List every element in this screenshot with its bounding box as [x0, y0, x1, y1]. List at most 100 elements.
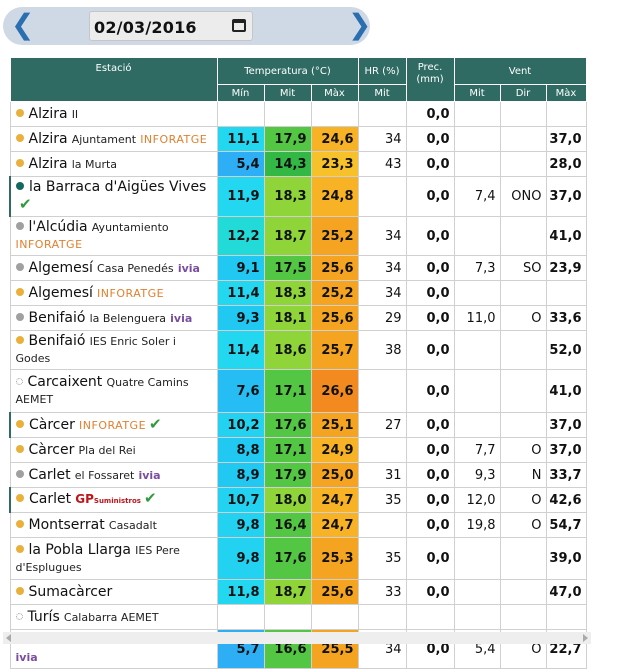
station-name[interactable]: Turís [27, 608, 60, 625]
station-name[interactable]: Sumacàrcer [28, 583, 113, 600]
station-name[interactable]: Alzira [28, 155, 68, 172]
scroll-left-icon[interactable] [6, 634, 11, 642]
wind-max-cell: 41,0 [545, 216, 587, 256]
chevron-right-icon[interactable]: ❯ [348, 8, 372, 41]
header-wind: Vent [453, 57, 587, 85]
table-row[interactable]: Carcaixent Quatre Camins AEMET 7,6 17,1 26… [9, 369, 587, 413]
table-row[interactable]: Sumacàrcer 11,8 18,7 25,6 33 0,0 47,0 [9, 579, 587, 605]
station-cell[interactable]: Montserrat Casadalt [9, 512, 218, 538]
station-name[interactable]: l'Alcúdia [28, 219, 88, 235]
station-location: el Fossaret [74, 468, 135, 482]
table-row[interactable]: Càrcer Pla del Rei 8,8 17,1 24,9 0,0 7,7 O 37,… [9, 437, 587, 463]
header-hr-mit[interactable]: Mit [357, 84, 407, 102]
temp-max-cell: 24,9 [310, 437, 359, 463]
station-cell[interactable]: Algemesí Casa Penedés ivia [9, 255, 218, 281]
station-name[interactable]: Alzira [28, 105, 68, 122]
station-cell[interactable]: Alzira la Murta [9, 151, 218, 177]
station-cell[interactable]: Benifaió IES Enric Soler i Godes [9, 330, 218, 370]
header-wind-max[interactable]: Màx [545, 84, 587, 102]
station-cell[interactable]: Benifaió la Belenguera ivia [9, 305, 218, 331]
wind-max-cell: 37,0 [545, 412, 587, 438]
station-cell[interactable]: Alzira II [9, 101, 218, 127]
header-temp-max[interactable]: Màx [310, 84, 359, 102]
table-row[interactable]: Montserrat Casadalt 9,8 16,4 24,7 0,0 19,8 O 5… [9, 512, 587, 538]
header-wind-mit[interactable]: Mit [453, 84, 501, 102]
wind-mit-cell [453, 280, 501, 306]
table-row[interactable]: la Barraca d'Aigües Vives ✔ 11,9 18,3 24,8 0… [9, 176, 587, 217]
chevron-left-icon[interactable]: ❮ [11, 8, 35, 41]
station-status-dot [15, 158, 24, 167]
station-cell[interactable]: Càrcer INFORATGE ✔ [9, 412, 218, 438]
table-row[interactable]: Benifaió la Belenguera ivia 9,3 18,1 25,6 29… [9, 305, 587, 331]
temp-max-cell: 24,7 [310, 512, 359, 538]
wind-max-cell: 47,0 [545, 579, 587, 605]
wind-dir-cell: O [499, 487, 547, 513]
table-row[interactable]: Alzira la Murta 5,4 14,3 23,3 43 0,0 28,0 [9, 151, 587, 177]
station-name[interactable]: Carlet [28, 466, 71, 483]
temp-mit-cell: 17,5 [263, 255, 312, 281]
temp-mit-cell [263, 604, 312, 630]
temp-min-cell: 10,2 [216, 412, 265, 438]
station-cell[interactable]: Carlet el Fossaret ivia [9, 462, 218, 488]
prec-cell: 0,0 [405, 369, 455, 413]
station-name[interactable]: Algemesí [28, 284, 93, 301]
temp-mit-cell: 17,6 [263, 412, 312, 438]
temp-max-cell [310, 604, 359, 630]
wind-mit-cell [453, 101, 501, 127]
hr-cell: 29 [357, 305, 407, 331]
header-temp-min[interactable]: Mín [216, 84, 265, 102]
station-cell[interactable]: la Barraca d'Aigües Vives ✔ [9, 176, 218, 217]
header-temp-mit[interactable]: Mit [263, 84, 312, 102]
station-name[interactable]: Càrcer [29, 417, 75, 433]
table-row[interactable]: Algemesí INFORATGE 11,4 18,3 25,2 34 0,0 [9, 280, 587, 306]
wind-max-cell [545, 101, 587, 127]
hr-cell: 27 [357, 412, 407, 438]
header-station[interactable]: Estació [9, 57, 218, 102]
station-cell[interactable]: l'Alcúdia Ayuntamiento INFORATGE [9, 216, 218, 256]
date-input[interactable]: 02/03/2016 [89, 11, 253, 41]
table-row[interactable]: Carlet GPSuministros ✔ 10,7 18,0 24,7 35 0,0 12… [9, 487, 587, 513]
scroll-right-icon[interactable] [583, 634, 588, 642]
station-cell[interactable]: Carcaixent Quatre Camins AEMET [9, 369, 218, 413]
station-cell[interactable]: Càrcer Pla del Rei [9, 437, 218, 463]
station-cell[interactable]: Carlet GPSuministros ✔ [9, 487, 218, 513]
station-name[interactable]: la Pobla Llarga [28, 541, 131, 558]
table-row[interactable]: Carlet el Fossaret ivia 8,9 17,9 25,0 31 0,0 9… [9, 462, 587, 488]
station-cell[interactable]: Algemesí INFORATGE [9, 280, 218, 306]
station-name[interactable]: Carlet [29, 491, 72, 507]
horizontal-scrollbar[interactable] [3, 632, 591, 644]
wind-mit-cell: 7,3 [453, 255, 501, 281]
table-row[interactable]: Càrcer INFORATGE ✔ 10,2 17,6 25,1 27 0,0 37,0 [9, 412, 587, 438]
table-row[interactable]: Alzira Ajuntament INFORATGE 11,1 17,9 24,6 3… [9, 126, 587, 152]
station-name[interactable]: Algemesí [28, 259, 93, 276]
station-name[interactable]: Alzira [28, 130, 68, 147]
table-row[interactable]: Benifaió IES Enric Soler i Godes 11,4 18,… [9, 330, 587, 370]
wind-max-cell: 33,7 [545, 462, 587, 488]
station-cell[interactable]: Turís Calabarra AEMET [9, 604, 218, 630]
header-wind-dir[interactable]: Dir [499, 84, 547, 102]
station-cell[interactable]: Sumacàrcer [9, 579, 218, 605]
station-name[interactable]: Benifaió [28, 309, 86, 326]
table-row[interactable]: l'Alcúdia Ayuntamiento INFORATGE 12,2 18,7… [9, 216, 587, 256]
wind-max-cell: 33,6 [545, 305, 587, 331]
station-name[interactable]: Montserrat [28, 516, 105, 533]
station-name[interactable]: la Barraca d'Aigües Vives [29, 179, 207, 195]
calendar-icon[interactable] [232, 19, 246, 32]
station-name[interactable]: Càrcer [28, 441, 75, 458]
station-name[interactable]: Carcaixent [27, 374, 103, 390]
table-row[interactable]: la Pobla Llarga IES Pere d'Esplugues 9,8… [9, 537, 587, 580]
date-navigator: ❮ 02/03/2016 ❯ [3, 7, 372, 45]
station-cell[interactable]: la Pobla Llarga IES Pere d'Esplugues [9, 537, 218, 580]
header-temperature: Temperatura (°C) [216, 57, 359, 85]
station-cell[interactable]: Alzira Ajuntament INFORATGE [9, 126, 218, 152]
station-location: II [71, 107, 79, 121]
table-row[interactable]: Algemesí Casa Penedés ivia 9,1 17,5 25,6 34 0… [9, 255, 587, 281]
prec-cell: 0,0 [405, 255, 455, 281]
wind-dir-cell [499, 101, 547, 127]
table-row[interactable]: Turís Calabarra AEMET [9, 604, 587, 630]
station-name[interactable]: Benifaió [28, 333, 86, 349]
station-location: Ayuntamiento [91, 221, 169, 234]
station-status-dot [15, 133, 24, 142]
table-row[interactable]: Alzira II 0,0 [9, 101, 587, 127]
temp-min-cell: 9,3 [216, 305, 265, 331]
